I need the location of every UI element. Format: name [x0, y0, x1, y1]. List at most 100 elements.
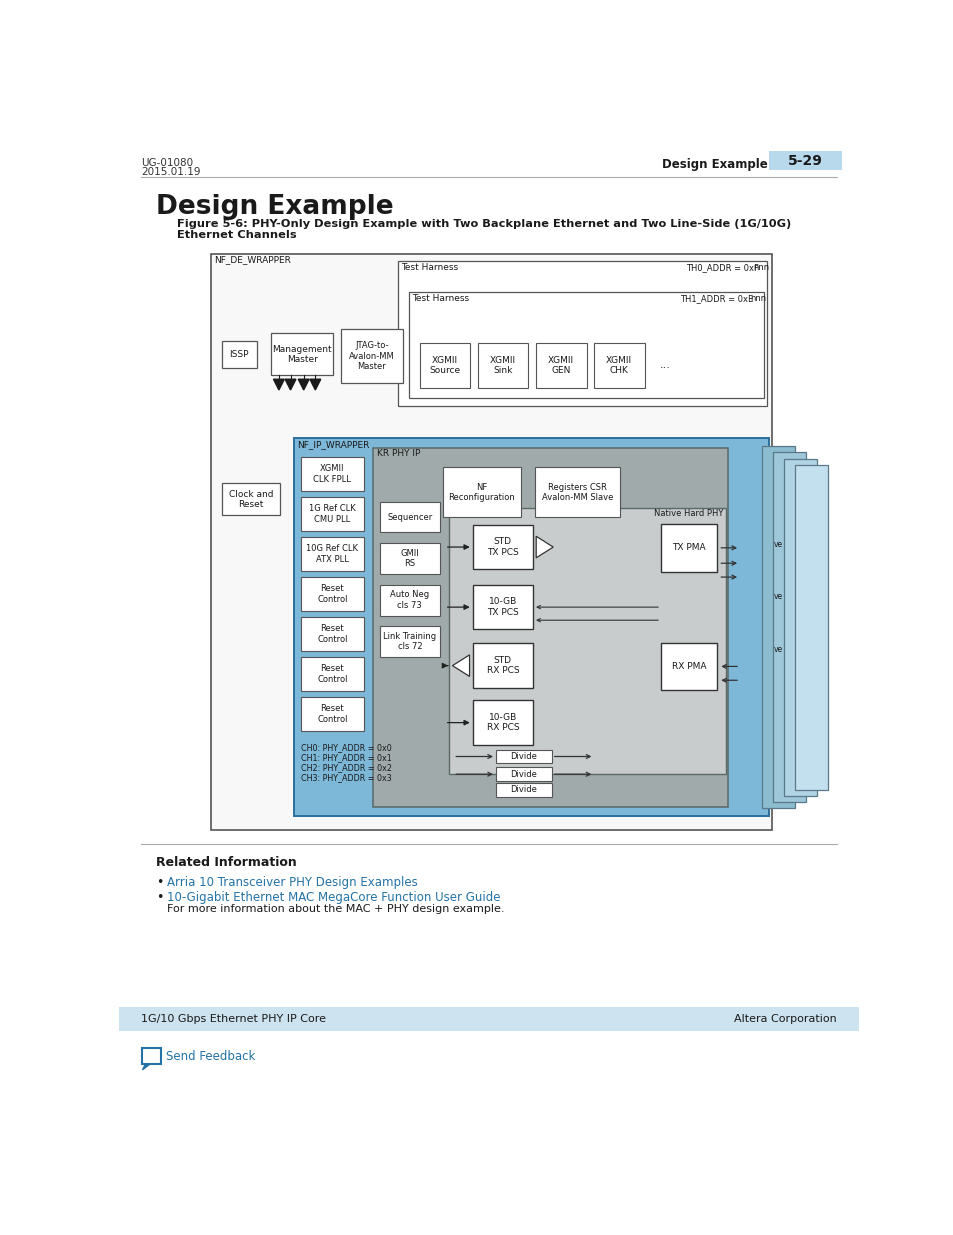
Text: Divide: Divide: [510, 769, 537, 779]
Bar: [472, 700, 533, 745]
Text: 10-Gigabit Ethernet MAC MegaCore Function User Guide: 10-Gigabit Ethernet MAC MegaCore Functio…: [167, 892, 500, 904]
Text: ...: ...: [659, 361, 670, 370]
Text: Divide: Divide: [510, 752, 537, 761]
Bar: [477, 343, 528, 388]
Bar: [271, 333, 333, 375]
Bar: [379, 626, 439, 657]
Bar: [472, 525, 533, 569]
Text: XGMII
CLK FPLL: XGMII CLK FPLL: [314, 464, 351, 484]
Text: Clock and
Reset: Clock and Reset: [229, 489, 273, 509]
Text: Send Feedback: Send Feedback: [166, 1050, 254, 1062]
Text: ve: ve: [773, 540, 781, 548]
Text: CH2: PHY_ADDR = 0x2: CH2: PHY_ADDR = 0x2: [300, 763, 391, 772]
Text: Reset
Control: Reset Control: [316, 704, 347, 724]
Text: XGMII
Sink: XGMII Sink: [489, 356, 516, 375]
Text: Design Example: Design Example: [156, 194, 394, 220]
Text: STD
TX PCS: STD TX PCS: [486, 537, 518, 557]
Text: TH1_ADDR = 0xE: TH1_ADDR = 0xE: [679, 294, 753, 303]
Bar: [222, 483, 280, 515]
Bar: [142, 1049, 161, 1063]
Bar: [397, 262, 766, 406]
Bar: [496, 767, 551, 782]
Text: KR PHY IP: KR PHY IP: [376, 450, 419, 458]
Bar: [300, 698, 364, 731]
Bar: [300, 457, 364, 490]
Text: Design Example: Design Example: [661, 158, 767, 172]
Text: Arria 10 Transceiver PHY Design Examples: Arria 10 Transceiver PHY Design Examples: [167, 876, 417, 889]
Bar: [536, 343, 586, 388]
Text: Native Hard PHY: Native Hard PHY: [653, 509, 722, 519]
Text: STD
RX PCS: STD RX PCS: [486, 656, 518, 676]
Text: 10G Ref CLK
ATX PLL: 10G Ref CLK ATX PLL: [306, 545, 358, 563]
Text: Registers CSR
Avalon-MM Slave: Registers CSR Avalon-MM Slave: [541, 483, 613, 503]
Bar: [340, 330, 402, 383]
Polygon shape: [298, 379, 309, 390]
Text: Reset
Control: Reset Control: [316, 625, 347, 643]
Text: Related Information: Related Information: [156, 856, 297, 869]
Bar: [472, 643, 533, 688]
Text: Management
Master: Management Master: [272, 345, 332, 364]
Bar: [773, 452, 805, 802]
Text: XGMII
GEN: XGMII GEN: [547, 356, 574, 375]
Bar: [783, 458, 816, 795]
Bar: [472, 585, 533, 630]
Text: CH1: PHY_ADDR = 0x1: CH1: PHY_ADDR = 0x1: [300, 752, 391, 762]
Text: Auto Neg
cls 73: Auto Neg cls 73: [390, 590, 429, 610]
Text: Figure 5-6: PHY-Only Design Example with Two Backplane Ethernet and Two Line-Sid: Figure 5-6: PHY-Only Design Example with…: [177, 219, 791, 228]
Text: Altera Corporation: Altera Corporation: [734, 1014, 836, 1024]
Bar: [660, 524, 716, 572]
Bar: [409, 293, 763, 399]
Text: CH0: PHY_ADDR = 0x0: CH0: PHY_ADDR = 0x0: [300, 742, 391, 752]
Text: nnn: nnn: [753, 263, 768, 272]
Text: nnn: nnn: [749, 294, 765, 303]
Text: NF_DE_WRAPPER: NF_DE_WRAPPER: [213, 256, 291, 264]
Text: Ethernet Channels: Ethernet Channels: [177, 230, 296, 240]
Bar: [594, 343, 644, 388]
Bar: [373, 448, 727, 806]
Text: NF
Reconfiguration: NF Reconfiguration: [448, 483, 515, 503]
Polygon shape: [536, 536, 553, 558]
Text: CH3: PHY_ADDR = 0x3: CH3: PHY_ADDR = 0x3: [300, 773, 391, 782]
Text: ISSP: ISSP: [230, 350, 249, 359]
Bar: [300, 496, 364, 531]
Text: 1G Ref CLK
CMU PLL: 1G Ref CLK CMU PLL: [309, 504, 355, 524]
Text: Link Training
cls 72: Link Training cls 72: [383, 632, 436, 652]
Text: 10-GB
RX PCS: 10-GB RX PCS: [486, 713, 518, 732]
Polygon shape: [274, 379, 284, 390]
Bar: [211, 253, 771, 830]
Text: 5-29: 5-29: [787, 153, 821, 168]
Bar: [379, 501, 439, 532]
Text: Sequencer: Sequencer: [387, 513, 432, 521]
Text: JTAG-to-
Avalon-MM
Master: JTAG-to- Avalon-MM Master: [349, 341, 395, 370]
Text: NF_IP_WRAPPER: NF_IP_WRAPPER: [297, 440, 370, 450]
Text: XGMII
Source: XGMII Source: [429, 356, 460, 375]
Polygon shape: [285, 379, 295, 390]
Bar: [294, 438, 768, 816]
Bar: [222, 341, 257, 368]
Bar: [300, 577, 364, 611]
Bar: [534, 467, 619, 517]
Bar: [119, 1007, 858, 1031]
Bar: [660, 642, 716, 690]
Polygon shape: [142, 1063, 150, 1070]
Text: For more information about the MAC + PHY design example.: For more information about the MAC + PHY…: [167, 904, 504, 914]
Bar: [761, 446, 794, 808]
Bar: [419, 343, 470, 388]
Text: Reset
Control: Reset Control: [316, 664, 347, 684]
Text: RX PMA: RX PMA: [671, 662, 705, 671]
Bar: [379, 585, 439, 615]
Text: XGMII
CHK: XGMII CHK: [605, 356, 632, 375]
Text: ve: ve: [773, 645, 781, 655]
Bar: [300, 657, 364, 692]
Text: GMII
RS: GMII RS: [400, 548, 418, 568]
Text: 10-GB
TX PCS: 10-GB TX PCS: [486, 598, 518, 616]
Bar: [496, 783, 551, 797]
Bar: [300, 537, 364, 571]
Bar: [449, 508, 725, 774]
Text: •: •: [156, 892, 164, 904]
Bar: [379, 543, 439, 574]
Text: Test Harness: Test Harness: [401, 263, 458, 272]
Text: 2015.01.19: 2015.01.19: [141, 168, 200, 178]
Text: Reset
Control: Reset Control: [316, 584, 347, 604]
Bar: [768, 151, 841, 169]
